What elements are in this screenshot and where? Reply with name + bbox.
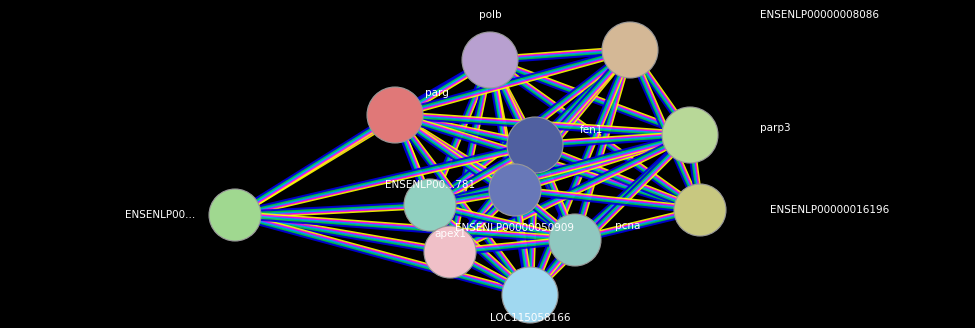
Text: parp3: parp3 bbox=[760, 123, 791, 133]
Text: ENSENLP00...781: ENSENLP00...781 bbox=[385, 180, 475, 190]
Circle shape bbox=[489, 164, 541, 216]
Text: ENSENLP00000016196: ENSENLP00000016196 bbox=[770, 205, 889, 215]
Circle shape bbox=[674, 184, 726, 236]
Text: pcna: pcna bbox=[615, 221, 641, 231]
Circle shape bbox=[424, 226, 476, 278]
Circle shape bbox=[507, 117, 563, 173]
Text: apex1: apex1 bbox=[434, 229, 466, 239]
Text: polb: polb bbox=[479, 10, 501, 20]
Circle shape bbox=[502, 267, 558, 323]
Text: ENSENLP00000050909: ENSENLP00000050909 bbox=[455, 223, 574, 233]
Circle shape bbox=[404, 179, 456, 231]
Text: ENSENLP00000008086: ENSENLP00000008086 bbox=[760, 10, 879, 20]
Text: ENSENLP00...: ENSENLP00... bbox=[125, 210, 195, 220]
Text: fen1: fen1 bbox=[580, 125, 604, 135]
Circle shape bbox=[662, 107, 718, 163]
Text: LOC115058166: LOC115058166 bbox=[489, 313, 570, 323]
Circle shape bbox=[462, 32, 518, 88]
Text: parg: parg bbox=[425, 88, 449, 98]
Circle shape bbox=[549, 214, 601, 266]
Circle shape bbox=[602, 22, 658, 78]
Circle shape bbox=[367, 87, 423, 143]
Circle shape bbox=[209, 189, 261, 241]
